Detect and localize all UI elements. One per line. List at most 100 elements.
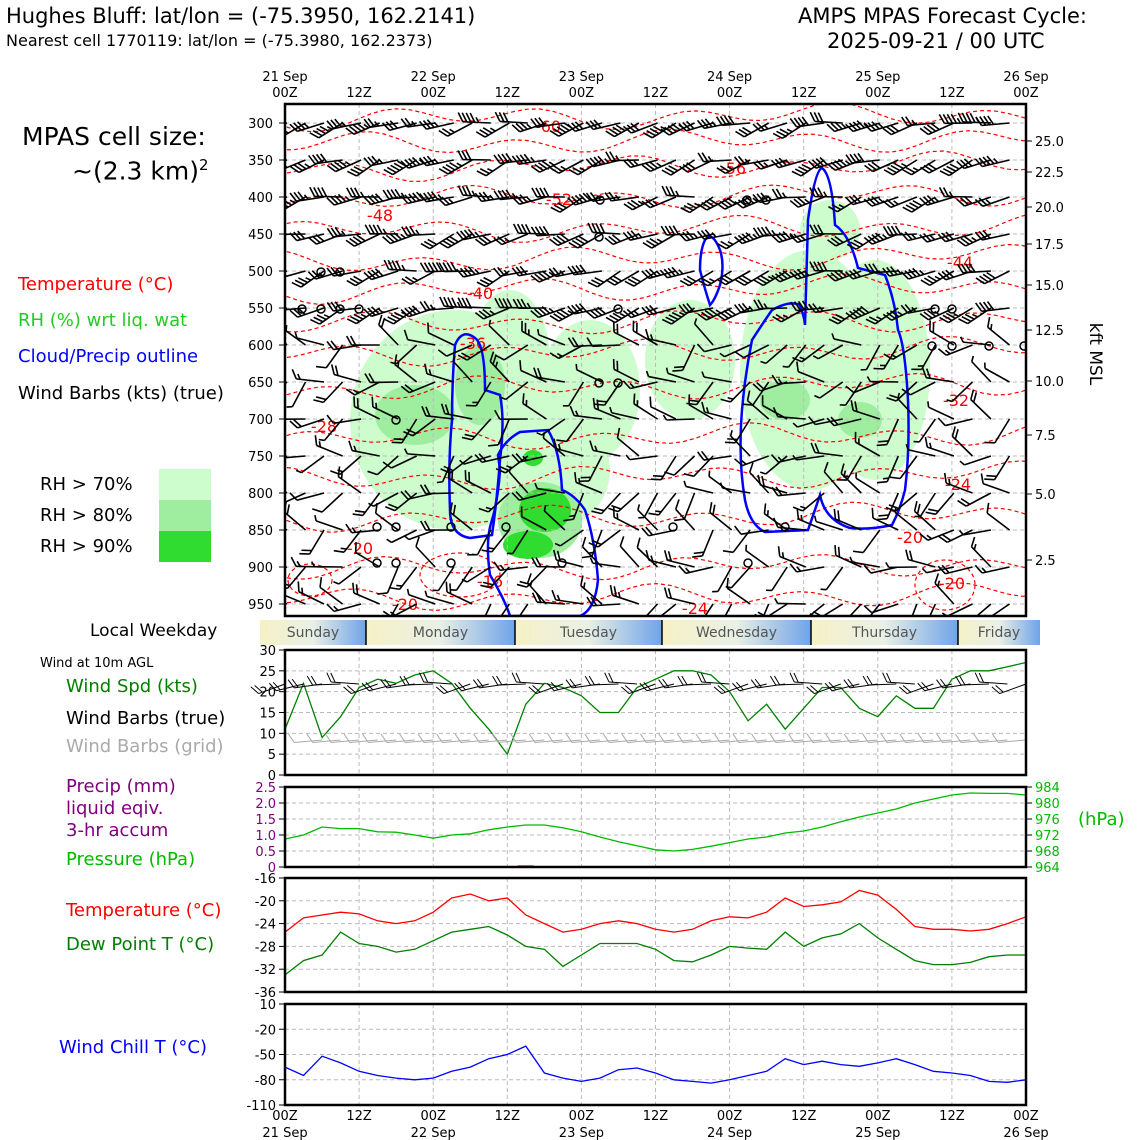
temperature-contour-label: -20: [939, 574, 965, 593]
wind-barb: [585, 306, 621, 319]
temperature-contour-line: [285, 310, 1026, 335]
wind-barb: [831, 333, 862, 346]
wind-barb: [377, 314, 399, 346]
wind-barb: [567, 337, 602, 348]
legend-temperature: Temperature (°C): [18, 274, 174, 295]
calm-wind-circle: [316, 267, 326, 277]
wind-barb: [307, 270, 343, 280]
wind-barb: [713, 683, 749, 695]
wind-barb: [939, 159, 973, 177]
date-label-top: 21 Sep: [262, 70, 307, 85]
wind-barb: [476, 270, 510, 288]
time-label-bottom: 12Z: [643, 1109, 669, 1124]
wind-barb: [285, 418, 306, 421]
wind-barb: [645, 370, 677, 383]
wind-barb: [401, 225, 436, 237]
wind-barb: [732, 733, 767, 743]
wind-barb: [437, 344, 473, 357]
wind-barb: [586, 596, 621, 607]
calm-wind-circle: [947, 304, 957, 314]
wind-tick-label: 5: [268, 748, 276, 763]
wind-barb: [984, 455, 1011, 481]
wind-barb: [287, 733, 323, 743]
calm-wind-circle: [335, 267, 345, 277]
wind-tick-label: 15: [259, 707, 276, 722]
legend-cloud: Cloud/Precip outline: [18, 346, 199, 367]
pressure-tick-label: 650: [248, 376, 273, 391]
wind-barb: [353, 396, 380, 420]
wind-barb: [399, 675, 434, 686]
wind-barb: [973, 733, 1008, 743]
wind-tick-label: 0: [268, 769, 276, 784]
wind-barb: [984, 362, 1010, 383]
wind-barb: [936, 733, 971, 743]
height-tick-label: 25.0: [1035, 135, 1064, 150]
wind-barb: [549, 307, 584, 322]
wind-barb: [530, 159, 566, 173]
wind-barb: [715, 115, 751, 127]
wind-barb: [435, 683, 471, 695]
wind-barb: [346, 307, 381, 325]
time-label-top: 00Z: [717, 86, 743, 101]
wind-barb: [563, 492, 585, 522]
time-label-top: 12Z: [643, 86, 669, 101]
wind-barb: [663, 550, 695, 568]
temperature-contour-label: -44: [947, 253, 973, 272]
weekday-name: Tuesday: [559, 625, 617, 641]
temperature-contour-line: [285, 104, 1026, 133]
wind-barb: [920, 159, 955, 174]
wind-barb: [898, 683, 934, 695]
wind-barb: [938, 113, 973, 125]
wind-barb: [902, 159, 936, 176]
wind-barb: [569, 405, 603, 420]
wind-barb: [354, 542, 381, 568]
temperature-contour-loop: [419, 552, 501, 598]
wind-barb: [688, 394, 714, 420]
wind-barb: [678, 230, 714, 242]
wind-barb: [326, 340, 362, 351]
legend-precip: Precip (mm): [66, 776, 176, 797]
wind-barb: [672, 344, 696, 372]
pressure-tick-label: 700: [248, 413, 273, 428]
pressure-tick-label: 976: [1035, 813, 1060, 828]
wind-barb: [696, 343, 732, 353]
temp-tick-label: -16: [255, 872, 276, 887]
legend-rh: RH (%) wrt liq. wat: [18, 310, 188, 331]
time-label-bottom: 00Z: [569, 1109, 595, 1124]
calm-wind-circle: [354, 304, 364, 314]
legend-wind-speed: Wind Spd (kts): [66, 676, 198, 697]
wind-barb: [716, 233, 751, 250]
wind-barb: [921, 566, 955, 574]
wind-barb: [772, 407, 806, 420]
wind-barb: [326, 159, 362, 173]
temp-tick-label: -36: [255, 986, 276, 1001]
wind-barb: [494, 409, 528, 421]
wind-barb: [849, 556, 880, 568]
pressure-tick-label: 500: [248, 265, 273, 280]
pressure-tick-label: 968: [1035, 845, 1060, 860]
wind-barb: [591, 492, 622, 515]
wind-barb: [530, 270, 566, 283]
rh-swatch-80: [159, 500, 211, 531]
wind-barb: [796, 361, 825, 383]
wind-barb: [314, 514, 343, 531]
wind-barb: [752, 226, 788, 238]
wind-barb: [974, 196, 1010, 208]
temperature-contour-line: [285, 460, 1026, 491]
wind-barb: [863, 195, 899, 207]
wind-barb: [457, 150, 491, 161]
wind-barb: [500, 381, 529, 401]
wind-chill-panel: 10 -20 -50 -80 -110: [246, 998, 1028, 1114]
calm-wind-circle: [947, 341, 957, 351]
wind-barb: [588, 529, 621, 548]
wind-barb: [377, 566, 399, 595]
cloud-outline-b: [486, 428, 600, 616]
wind-barb: [478, 603, 492, 616]
temperature-contour-loop: [914, 559, 976, 611]
wind-barb: [639, 681, 675, 692]
wind-barb: [326, 603, 362, 613]
time-axis-bottom: 00Z 12Z 00Z 12Z 00Z 12Z 00Z 12Z 00Z 12Z 00Z 21 Sep 2…: [262, 1109, 1048, 1140]
temperature-contour-line: [285, 273, 1026, 306]
wind-speed-panel: 30 25 20 15 10 5 0: [250, 644, 1028, 784]
